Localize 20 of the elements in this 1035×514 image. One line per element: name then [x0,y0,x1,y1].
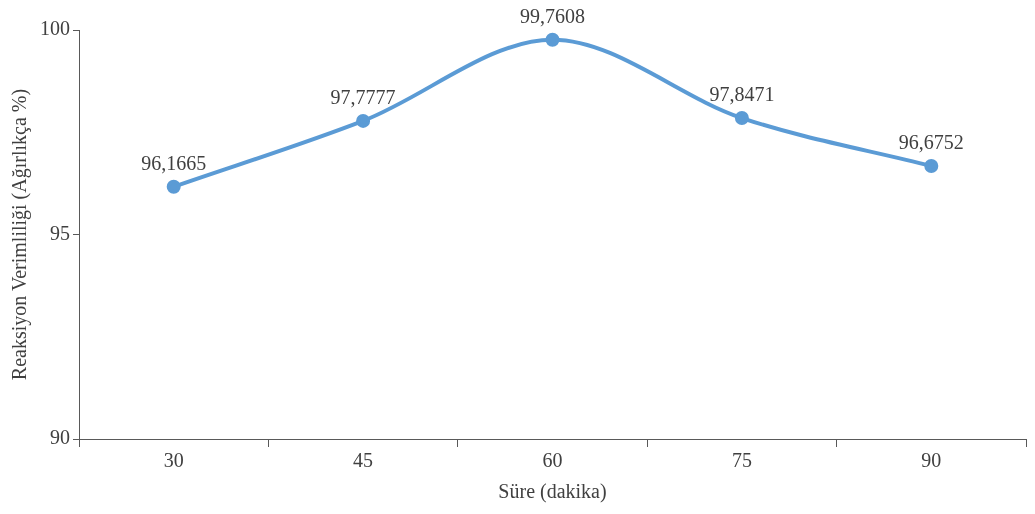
data-label: 97,7777 [330,86,396,109]
x-tick-label: 60 [542,449,563,472]
x-tick-label: 45 [353,449,374,472]
x-axis-title: Süre (dakika) [498,480,607,504]
point [545,32,560,47]
y-axis-title: Reaksiyon Verimliliği (Ağırlıkça %) [8,88,32,381]
y-tick-label: 90 [50,426,70,449]
data-label: 96,1665 [141,152,207,175]
data-label: 96,6752 [898,131,964,154]
point [356,113,371,128]
point [166,179,181,194]
point [924,158,939,173]
y-tick-label: 100 [40,17,70,40]
x-tick-label: 75 [731,449,752,472]
y-tick-label: 95 [50,221,70,244]
x-tick-label: 30 [163,449,184,472]
x-tick-label: 90 [921,449,942,472]
point [734,111,749,126]
data-label: 99,7608 [520,5,585,28]
data-label: 97,8471 [709,83,775,106]
